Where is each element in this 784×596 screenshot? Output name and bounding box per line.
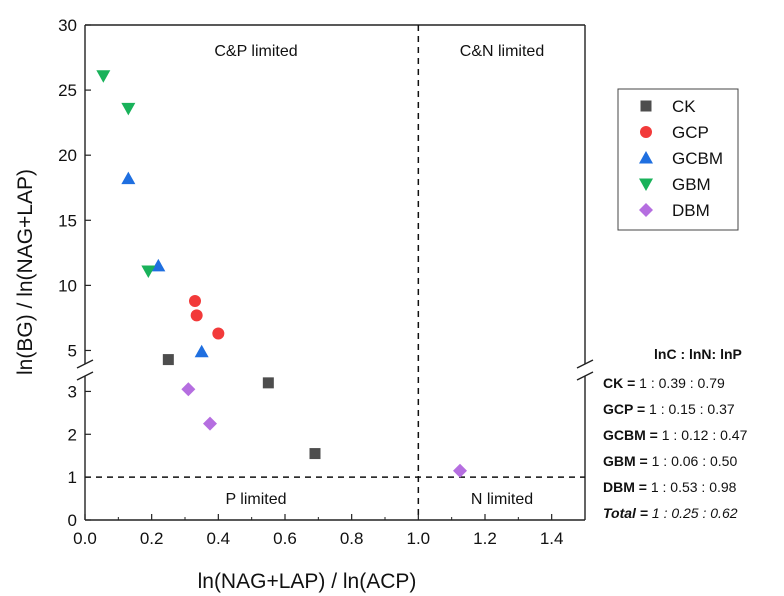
ratio-row-gcbm: GCBM = 1 : 0.12 : 0.47 xyxy=(603,427,748,443)
ratio-header: lnC : lnN: lnP xyxy=(654,346,742,362)
ratio-row-dbm: DBM = 1 : 0.53 : 0.98 xyxy=(603,479,737,495)
ratio-row-value: 1 : 0.15 : 0.37 xyxy=(645,401,735,417)
data-point-gcp xyxy=(212,327,225,340)
y-tick-label: 10 xyxy=(58,276,77,295)
ratio-table: lnC : lnN: lnP CK = 1 : 0.39 : 0.79 GCP … xyxy=(603,346,748,521)
legend-label-ck: CK xyxy=(672,97,696,116)
legend-marker-dbm xyxy=(639,203,653,217)
reference-lines xyxy=(85,25,585,520)
break-mark-right-upper xyxy=(576,359,594,369)
y-tick-label: 5 xyxy=(68,341,77,360)
region-label-n: N limited xyxy=(471,491,533,508)
y-axis-title: ln(BG) / ln(NAG+LAP) xyxy=(14,169,37,375)
ratio-row-label: DBM = xyxy=(603,479,647,495)
ratio-row-label: GCP = xyxy=(603,401,645,417)
y-tick-label: 30 xyxy=(58,16,77,35)
y-tick-label: 0 xyxy=(68,511,77,530)
data-point-ck xyxy=(262,377,274,389)
y-tick-label: 1 xyxy=(68,468,77,487)
legend-marker-gcbm xyxy=(639,151,653,164)
y-axis-ticks: 0 1 2 3 5 10 15 20 25 30 xyxy=(58,16,91,530)
x-axis-title: ln(NAG+LAP) / ln(ACP) xyxy=(198,570,417,593)
ratio-row-value: 1 : 0.25 : 0.62 xyxy=(648,505,738,521)
region-label-cn: C&N limited xyxy=(460,43,544,60)
legend-label-gcbm: GCBM xyxy=(672,149,723,168)
ratio-row-gcp: GCP = 1 : 0.15 : 0.37 xyxy=(603,401,735,417)
x-tick-label: 0.8 xyxy=(340,529,364,548)
y-tick-label: 20 xyxy=(58,146,77,165)
x-axis-ticks: 0.0 0.2 0.4 0.6 0.8 1.0 1.2 1.4 xyxy=(73,514,586,548)
x-tick-label: 0.6 xyxy=(273,529,297,548)
legend-marker-gcp xyxy=(640,126,652,138)
ratio-row-value: 1 : 0.06 : 0.50 xyxy=(648,453,738,469)
legend-marker-ck xyxy=(640,100,652,112)
ratio-row-gbm: GBM = 1 : 0.06 : 0.50 xyxy=(603,453,737,469)
legend-box xyxy=(617,88,739,231)
data-point-dbm xyxy=(181,382,196,397)
x-tick-label: 0.4 xyxy=(207,529,231,548)
legend-label-gcp: GCP xyxy=(672,123,709,142)
ratio-row-label: GBM = xyxy=(603,453,648,469)
ratio-row-ck: CK = 1 : 0.39 : 0.79 xyxy=(603,375,725,391)
region-label-cp: C&P limited xyxy=(214,43,297,60)
legend: CK GCP GCBM GBM DBM xyxy=(617,88,739,231)
data-point-ck xyxy=(309,448,321,460)
data-point-dbm xyxy=(203,416,217,431)
legend-marker-gbm xyxy=(639,178,653,191)
region-labels: C&P limited C&N limited P limited N limi… xyxy=(214,43,544,508)
ratio-row-label: CK = xyxy=(603,375,635,391)
x-tick-label: 1.2 xyxy=(473,529,497,548)
break-mark-left-lower xyxy=(76,371,94,381)
data-point-gbm xyxy=(96,70,111,83)
ratio-row-value: 1 : 0.12 : 0.47 xyxy=(658,427,748,443)
x-tick-label: 0.2 xyxy=(140,529,164,548)
data-point-gbm xyxy=(141,265,156,279)
data-point-gcbm xyxy=(151,258,166,272)
ratio-row-total: Total = 1 : 0.25 : 0.62 xyxy=(603,505,738,521)
ratio-row-value: 1 : 0.53 : 0.98 xyxy=(647,479,737,495)
data-point-gcbm xyxy=(194,344,209,358)
x-tick-label: 1.4 xyxy=(540,529,564,548)
y-tick-label: 2 xyxy=(68,425,77,444)
data-point-gcp xyxy=(189,295,201,307)
ratio-row-label: GCBM = xyxy=(603,427,658,443)
y-tick-label: 25 xyxy=(58,81,77,100)
break-mark-right-lower xyxy=(576,371,594,381)
legend-label-dbm: DBM xyxy=(672,201,710,220)
break-mark-left-upper xyxy=(76,359,94,369)
x-tick-label: 0.0 xyxy=(73,529,97,548)
legend-label-gbm: GBM xyxy=(672,175,711,194)
data-point-gbm xyxy=(121,102,136,116)
y-tick-label: 15 xyxy=(58,211,77,230)
ratio-row-value: 1 : 0.39 : 0.79 xyxy=(635,375,725,391)
data-point-gcbm xyxy=(121,171,136,185)
x-tick-label: 1.0 xyxy=(407,529,431,548)
axis-break-marks xyxy=(76,359,594,381)
region-label-p: P limited xyxy=(225,491,286,508)
ratio-row-label: Total = xyxy=(603,505,648,521)
data-point-gcp xyxy=(190,309,203,322)
axes-frame xyxy=(84,24,586,521)
y-tick-label: 3 xyxy=(68,382,77,401)
data-point-ck xyxy=(162,354,174,366)
data-point-dbm xyxy=(453,463,467,478)
data-points xyxy=(96,70,467,478)
